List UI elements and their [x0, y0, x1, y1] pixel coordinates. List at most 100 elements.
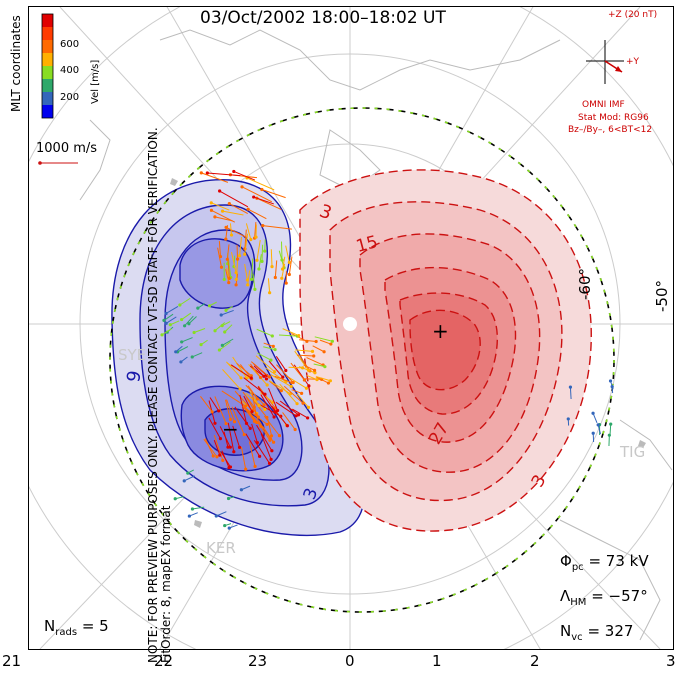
- velocity-vector-origin: [323, 365, 327, 369]
- vector-scale-label: 1000 m/s: [36, 141, 97, 156]
- imf-model: Stat Mod: RG96: [578, 113, 649, 123]
- velocity-vector-origin: [591, 431, 595, 435]
- velocity-vector-origin: [244, 467, 248, 471]
- velocity-vector: [224, 399, 231, 420]
- velocity-vector: [218, 241, 221, 257]
- velocity-vector: [244, 229, 247, 249]
- velocity-vector: [231, 406, 245, 435]
- velocity-vector: [282, 328, 299, 337]
- velocity-vector-origin: [269, 434, 274, 438]
- velocity-vector: [209, 397, 220, 412]
- velocity-vector: [233, 170, 256, 181]
- velocity-vector-origin: [221, 458, 225, 462]
- velocity-vector: [179, 297, 191, 306]
- velocity-vector-origin: [228, 417, 233, 421]
- velocity-vector: [214, 322, 226, 332]
- velocity-vector: [251, 423, 258, 443]
- velocity-vector: [315, 376, 329, 384]
- velocity-vector-origin: [199, 171, 203, 175]
- velocity-vector-origin: [271, 344, 275, 348]
- velocity-vector: [222, 338, 234, 346]
- velocity-vector-origin: [260, 187, 264, 192]
- velocity-vector-origin: [312, 354, 316, 358]
- stat-nrads: Nrads = 5: [44, 617, 109, 638]
- velocity-vector-origin: [217, 348, 221, 352]
- velocity-vector-origin: [265, 383, 269, 387]
- velocity-vector-origin: [249, 376, 253, 380]
- velocity-vector: [219, 190, 249, 208]
- velocity-vector-origin: [242, 432, 246, 437]
- station-markers: [170, 178, 646, 528]
- velocity-vector-origin: [199, 343, 203, 347]
- velocity-vector: [229, 203, 248, 214]
- coords-label: MLT coordinates: [9, 15, 23, 112]
- velocity-vector-origin: [272, 415, 276, 419]
- velocity-vector-origin: [239, 376, 243, 380]
- velocity-vector-origin: [258, 454, 262, 458]
- velocity-vector-origin: [224, 237, 228, 241]
- velocity-vector-origin: [224, 421, 228, 426]
- velocity-vector: [319, 339, 332, 345]
- velocity-vector: [245, 407, 268, 425]
- velocity-vector: [256, 239, 261, 261]
- velocity-vector-origin: [227, 276, 231, 281]
- velocity-vector: [256, 197, 282, 210]
- velocity-vector: [270, 374, 292, 387]
- velocity-vector-origin: [322, 350, 326, 354]
- velocity-vector-origin: [178, 303, 182, 307]
- mlt-tick-23: 23: [248, 652, 268, 670]
- velocity-vector: [234, 406, 251, 429]
- velocity-vector-origin: [227, 202, 231, 206]
- velocity-vector-origin: [265, 422, 269, 426]
- velocity-vector-origin: [228, 445, 232, 449]
- velocity-vector: [267, 278, 271, 293]
- velocity-vector-origin: [213, 215, 217, 219]
- velocity-vector: [288, 256, 293, 275]
- velocity-vector-origin: [227, 466, 231, 470]
- velocity-vector-origin: [180, 317, 184, 322]
- velocity-vector-origin: [196, 306, 200, 310]
- velocity-vector: [316, 376, 331, 382]
- velocity-vector: [293, 364, 310, 387]
- velocity-vector-origin: [297, 333, 301, 338]
- velocity-vector: [263, 342, 274, 347]
- velocity-vector: [269, 380, 291, 395]
- velocity-vector: [208, 417, 221, 439]
- velocity-vector-origin: [262, 374, 266, 378]
- velocity-vector-origin: [260, 259, 264, 263]
- imf-clock-dial: [586, 40, 624, 84]
- velocity-vector-origin: [306, 405, 311, 409]
- velocity-vector: [207, 172, 241, 177]
- velocity-vector: [225, 269, 230, 283]
- velocity-vector: [177, 346, 189, 353]
- velocity-vector-origin: [237, 254, 242, 258]
- colorbar-tick-200: 200: [60, 92, 79, 103]
- lat-label-50: -50°: [653, 280, 671, 312]
- velocity-vector-origin: [596, 423, 600, 427]
- velocity-vector-origin: [607, 433, 611, 437]
- velocity-vector-origin: [591, 411, 595, 415]
- potential-min-marker: −: [222, 417, 239, 441]
- velocity-vector: [245, 223, 252, 240]
- velocity-vector: [279, 334, 298, 337]
- velocity-vector: [251, 258, 254, 280]
- stats-panel: Φpc = 73 kV ΛHM = −57° Nvc = 327: [560, 552, 649, 657]
- velocity-vector-origin: [255, 420, 259, 425]
- velocity-vector: [263, 415, 280, 436]
- velocity-vector: [282, 412, 296, 430]
- mlt-axis: 21 22 23 0 1 2 3: [0, 652, 680, 672]
- velocity-vector: [244, 233, 249, 255]
- velocity-vector-origin: [211, 454, 215, 458]
- velocity-vector-origin: [215, 455, 219, 459]
- velocity-vector: [248, 441, 256, 467]
- velocity-vector-origin: [238, 387, 242, 391]
- velocity-vector-origin: [281, 375, 285, 379]
- velocity-vector-origin: [232, 420, 237, 424]
- mlt-tick-0: 0: [345, 652, 355, 670]
- velocity-vector: [226, 267, 230, 279]
- velocity-vector-origin: [270, 334, 274, 338]
- velocity-vector-origin: [218, 189, 222, 193]
- velocity-vector-origin: [226, 445, 230, 449]
- colorbar-tick-600: 600: [60, 39, 79, 50]
- velocity-vector-origin: [226, 496, 231, 501]
